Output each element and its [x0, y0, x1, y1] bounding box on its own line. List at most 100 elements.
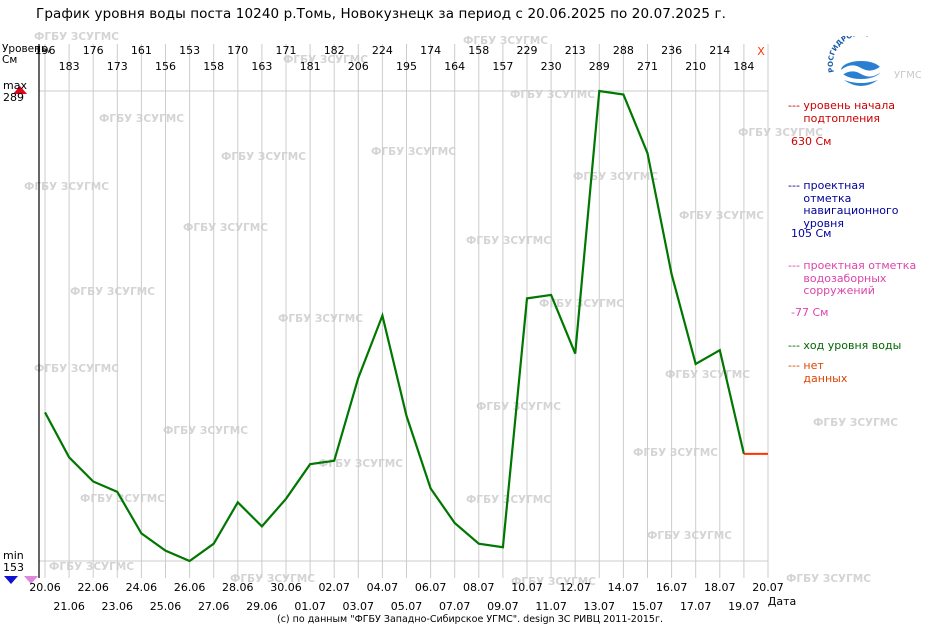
value-label: 174 [420, 44, 441, 57]
date-label: 06.07 [415, 581, 447, 594]
date-label: 15.07 [632, 600, 664, 613]
legend-no-data: --- нет данных [788, 359, 848, 385]
watermark-text: ФГБУ ЗСУГМС [665, 369, 750, 381]
date-label: 30.06 [270, 581, 302, 594]
date-label: 04.07 [367, 581, 399, 594]
watermark-text: ФГБУ ЗСУГМС [786, 573, 871, 585]
value-label: 214 [709, 44, 730, 57]
value-label: 182 [324, 44, 345, 57]
watermark-text: ФГБУ ЗСУГМС [49, 561, 134, 573]
rosgidromet-logo: РОСГИДРОМЕТ УГМС [826, 30, 922, 96]
y-max-value: 289 [3, 91, 24, 104]
value-label: 289 [589, 60, 610, 73]
y-min-label: min [3, 549, 24, 562]
legend-flood-value: 630 См [791, 135, 832, 148]
min-down-triangle [4, 576, 18, 584]
value-label: 230 [541, 60, 562, 73]
date-label: 27.06 [198, 600, 230, 613]
watermark-text: ФГБУ ЗСУГМС [221, 151, 306, 163]
date-label: 08.07 [463, 581, 495, 594]
watermark-text: ФГБУ ЗСУГМС [34, 363, 119, 375]
y-axis-unit: Уровень, См [2, 43, 51, 66]
value-label: 171 [276, 44, 297, 57]
watermark-text: ФГБУ ЗСУГМС [230, 573, 315, 585]
min-marker-triangle [24, 576, 38, 584]
date-label: 05.07 [391, 600, 423, 613]
value-label: 210 [685, 60, 706, 73]
legend-intake-level: --- проектная отметка водозаборных сорру… [788, 259, 917, 297]
value-label: 164 [444, 60, 465, 73]
value-label: 158 [468, 44, 489, 57]
value-label: 183 [59, 60, 80, 73]
watermark-text: ФГБУ ЗСУГМС [511, 576, 596, 588]
date-label: 07.07 [439, 600, 471, 613]
value-labels: 1961831761731611561531581701631711811822… [35, 44, 755, 73]
date-label: 24.06 [126, 581, 158, 594]
value-label: 161 [131, 44, 152, 57]
date-label: 14.07 [608, 581, 640, 594]
date-label: 03.07 [343, 600, 375, 613]
water-level-line [44, 89, 745, 563]
value-label: 213 [565, 44, 586, 57]
value-label: 173 [107, 60, 128, 73]
series-layer [44, 89, 768, 563]
date-label: 18.07 [704, 581, 736, 594]
watermark-text: ФГБУ ЗСУГМС [34, 31, 119, 43]
date-label: 26.06 [174, 581, 206, 594]
value-label: 156 [155, 60, 176, 73]
watermark-text: ФГБУ ЗСУГМС [738, 127, 823, 139]
value-label: 288 [613, 44, 634, 57]
value-label: 157 [492, 60, 513, 73]
value-label: 176 [83, 44, 104, 57]
y-min-value: 153 [3, 561, 24, 574]
date-label: 02.07 [318, 581, 350, 594]
date-label: 19.07 [728, 600, 760, 613]
date-labels: 20.06 21.06 22.06 23.06 24.06 25.06 26.06 27.06… [29, 581, 784, 613]
watermark-text: ФГБУ ЗСУГМС [163, 425, 248, 437]
value-label: 236 [661, 44, 682, 57]
watermark-text: ФГБУ ЗСУГМС [278, 313, 363, 325]
value-label: 224 [372, 44, 393, 57]
rosgidromet-emblem-icon: РОСГИДРОМЕТ УГМС [827, 30, 922, 86]
date-label: 17.07 [680, 600, 712, 613]
legend-flood-level: --- уровень начала подтопления [788, 99, 896, 125]
value-label: 181 [300, 60, 321, 73]
date-label: 21.06 [53, 600, 85, 613]
watermark-text: ФГБУ ЗСУГМС [813, 417, 898, 429]
watermark-text: ФГБУ ЗСУГМС [466, 235, 551, 247]
watermark-text: ФГБУ ЗСУГМС [647, 530, 732, 542]
date-label: 16.07 [656, 581, 688, 594]
x-axis-label: Дата [768, 595, 796, 608]
date-label: 22.06 [77, 581, 109, 594]
value-label: 271 [637, 60, 658, 73]
date-label: 11.07 [535, 600, 567, 613]
value-label: 195 [396, 60, 417, 73]
watermark-text: ФГБУ ЗСУГМС [283, 54, 368, 66]
watermark-text: ФГБУ ЗСУГМС [573, 171, 658, 183]
legend-navigation-level: --- проектная отметка навигационного уро… [788, 179, 899, 230]
value-label: 170 [227, 44, 248, 57]
y-max-label: max [3, 79, 27, 92]
legend-water-level: --- ход уровня воды [788, 339, 902, 352]
chart-axes [4, 44, 40, 584]
watermark-text: ФГБУ ЗСУГМС [466, 494, 551, 506]
max-up-triangle [13, 86, 27, 94]
date-label: 12.07 [559, 581, 591, 594]
watermark-text: ФГБУ ЗСУГМС [318, 458, 403, 470]
value-label: 184 [733, 60, 754, 73]
no-data-x-mark: X [757, 45, 765, 58]
watermark-text: ФГБУ ЗСУГМС [24, 181, 109, 193]
date-label: 09.07 [487, 600, 519, 613]
value-label: 229 [517, 44, 538, 57]
watermark-text: ФГБУ ЗСУГМС [476, 401, 561, 413]
date-label: 20.06 [29, 581, 61, 594]
legend-navigation-value: 105 См [791, 227, 832, 240]
date-label: 10.07 [511, 581, 543, 594]
watermark-text: ФГБУ ЗСУГМС [679, 210, 764, 222]
chart-grid [39, 44, 769, 578]
watermark-text: ФГБУ ЗСУГМС [539, 298, 624, 310]
logo-sub: УГМС [894, 70, 921, 81]
date-label: 29.06 [246, 600, 278, 613]
date-label: 20.07 [752, 581, 784, 594]
date-label: 13.07 [584, 600, 616, 613]
